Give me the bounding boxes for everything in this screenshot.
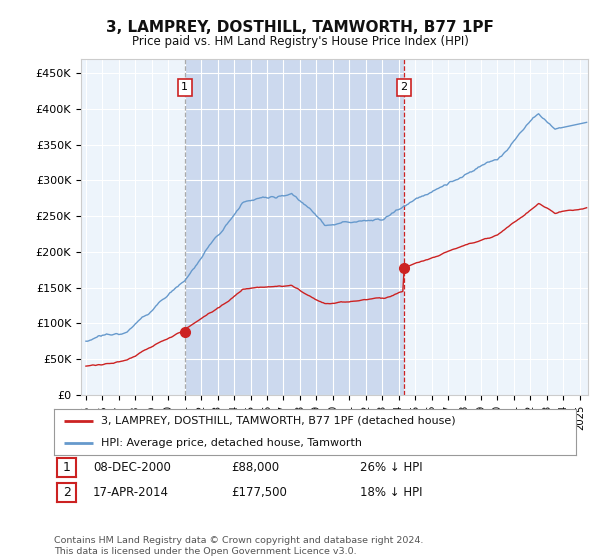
Text: Price paid vs. HM Land Registry's House Price Index (HPI): Price paid vs. HM Land Registry's House … — [131, 35, 469, 48]
Text: 08-DEC-2000: 08-DEC-2000 — [93, 461, 171, 474]
Text: HPI: Average price, detached house, Tamworth: HPI: Average price, detached house, Tamw… — [101, 438, 362, 448]
Text: 2: 2 — [62, 486, 71, 500]
Text: 2: 2 — [400, 82, 407, 92]
Text: Contains HM Land Registry data © Crown copyright and database right 2024.
This d: Contains HM Land Registry data © Crown c… — [54, 536, 424, 556]
Text: 1: 1 — [62, 461, 71, 474]
Text: £177,500: £177,500 — [231, 486, 287, 500]
Bar — [185, 59, 404, 395]
Text: 18% ↓ HPI: 18% ↓ HPI — [360, 486, 422, 500]
Text: 1: 1 — [181, 82, 188, 92]
Text: 17-APR-2014: 17-APR-2014 — [93, 486, 169, 500]
Text: 3, LAMPREY, DOSTHILL, TAMWORTH, B77 1PF (detached house): 3, LAMPREY, DOSTHILL, TAMWORTH, B77 1PF … — [101, 416, 455, 426]
Text: 3, LAMPREY, DOSTHILL, TAMWORTH, B77 1PF: 3, LAMPREY, DOSTHILL, TAMWORTH, B77 1PF — [106, 20, 494, 35]
Text: £88,000: £88,000 — [231, 461, 279, 474]
Text: 26% ↓ HPI: 26% ↓ HPI — [360, 461, 422, 474]
